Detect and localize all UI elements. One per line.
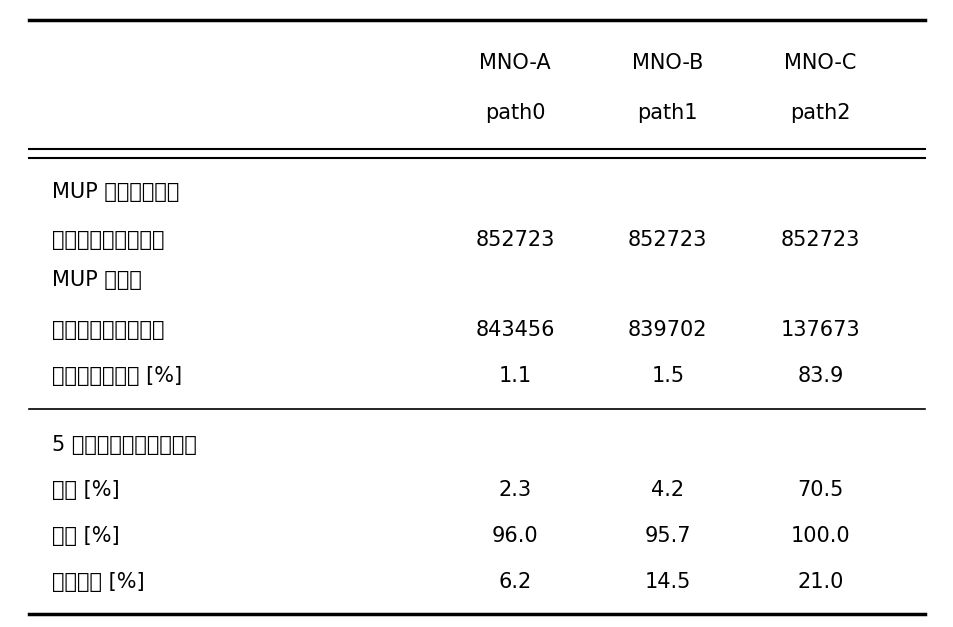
Text: 2.3: 2.3 <box>498 480 531 500</box>
Text: 合計送信パケット数: 合計送信パケット数 <box>52 229 165 250</box>
Text: MNO-A: MNO-A <box>478 53 551 73</box>
Text: 1.5: 1.5 <box>651 366 683 386</box>
Text: 70.5: 70.5 <box>797 480 842 500</box>
Text: 839702: 839702 <box>627 320 707 340</box>
Text: 1.1: 1.1 <box>498 366 531 386</box>
Text: 21.0: 21.0 <box>797 572 842 592</box>
Text: 6.2: 6.2 <box>498 572 531 592</box>
Text: MNO-B: MNO-B <box>632 53 702 73</box>
Text: 83.9: 83.9 <box>797 366 842 386</box>
Text: 852723: 852723 <box>780 229 860 250</box>
Text: 137673: 137673 <box>780 320 860 340</box>
Text: 852723: 852723 <box>627 229 707 250</box>
Text: 852723: 852723 <box>475 229 555 250</box>
Text: 4.2: 4.2 <box>651 480 683 500</box>
Text: 843456: 843456 <box>475 320 555 340</box>
Text: path1: path1 <box>637 103 698 123</box>
Text: 平均 [%]: 平均 [%] <box>52 480 120 500</box>
Text: MNO-C: MNO-C <box>783 53 856 73</box>
Text: 96.0: 96.0 <box>492 526 537 546</box>
Text: path2: path2 <box>789 103 850 123</box>
Text: 100.0: 100.0 <box>790 526 849 546</box>
Text: 最大 [%]: 最大 [%] <box>52 526 120 546</box>
Text: 5 秒毎のパケットロス率: 5 秒毎のパケットロス率 <box>52 435 197 455</box>
Text: 14.5: 14.5 <box>644 572 690 592</box>
Text: 95.7: 95.7 <box>644 526 690 546</box>
Text: 標準偏差 [%]: 標準偏差 [%] <box>52 572 145 592</box>
Text: MUP クライアント: MUP クライアント <box>52 182 180 203</box>
Text: path0: path0 <box>484 103 545 123</box>
Text: 合計受信パケット数: 合計受信パケット数 <box>52 320 165 340</box>
Text: MUP サーバ: MUP サーバ <box>52 270 142 290</box>
Text: パケットロス率 [%]: パケットロス率 [%] <box>52 366 182 386</box>
